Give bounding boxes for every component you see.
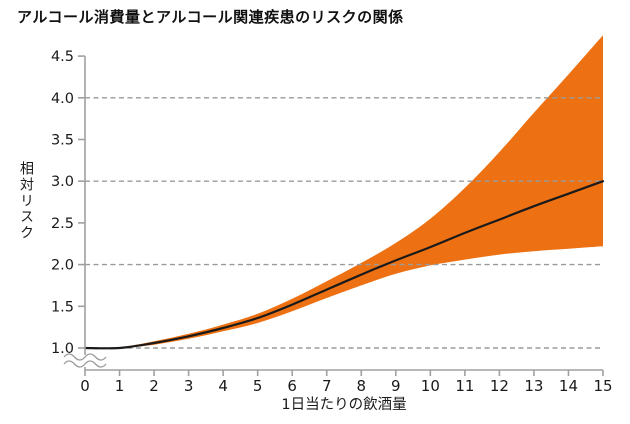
risk-curve (83, 180, 605, 350)
y-tick-label: 3.5 (51, 133, 74, 149)
y-tick-label: 2.5 (51, 216, 74, 232)
y-tick-label: 4.0 (51, 91, 74, 107)
y-tick-label: 4.5 (51, 49, 74, 65)
x-tick-label: 13 (524, 377, 543, 395)
y-tick-label: 1.0 (51, 341, 74, 357)
x-tick-label: 14 (559, 377, 578, 395)
x-tick-label: 7 (322, 377, 332, 395)
x-tick-label: 8 (356, 377, 366, 395)
x-axis-label: 1日当たりの飲酒量 (281, 397, 407, 413)
x-tick-label: 5 (253, 377, 263, 395)
x-tick-label: 12 (490, 377, 509, 395)
y-tick-label: 2.0 (51, 258, 74, 274)
x-tick-label: 11 (455, 377, 474, 395)
x-tick-label: 2 (149, 377, 159, 395)
y-axis-label: 相対リスク (18, 161, 34, 241)
y-tick-label: 1.5 (51, 299, 74, 315)
x-tick-label: 4 (218, 377, 228, 395)
x-tick-label: 15 (593, 377, 612, 395)
confidence-band (85, 35, 603, 349)
axis-break-squiggle-1 (63, 353, 107, 361)
x-tick-label: 6 (287, 377, 297, 395)
chart-title: アルコール消費量とアルコール関連疾患のリスクの関係 (17, 8, 404, 26)
x-tick-label: 0 (80, 377, 90, 395)
x-tick-label: 1 (115, 377, 125, 395)
y-tick-label: 3.0 (51, 174, 74, 190)
x-tick-label: 10 (421, 377, 440, 395)
x-tick-label: 3 (184, 377, 194, 395)
axis-break-squiggle-2 (63, 360, 107, 368)
x-tick-label: 9 (391, 377, 401, 395)
